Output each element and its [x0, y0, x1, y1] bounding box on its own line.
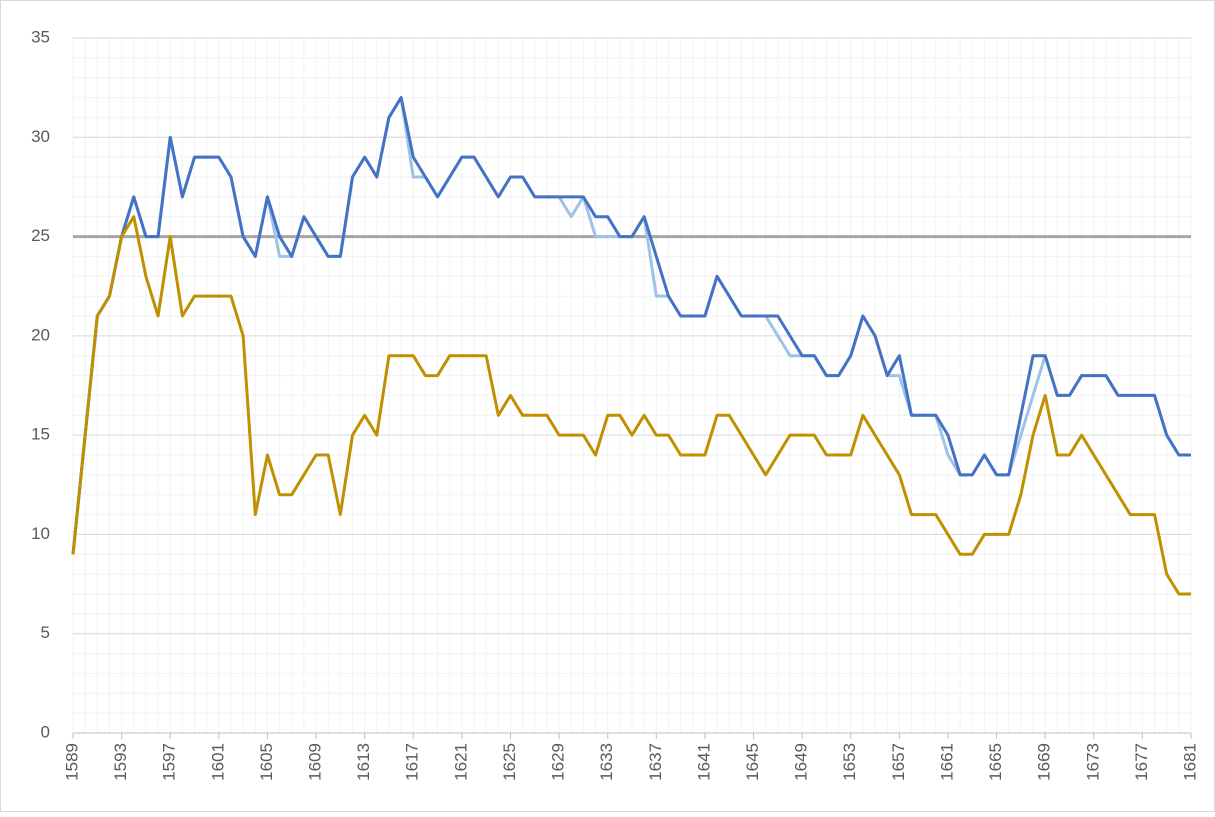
- x-tick-label: 1665: [986, 743, 1005, 781]
- y-tick-label: 25: [31, 226, 50, 245]
- y-tick-label: 30: [31, 127, 50, 146]
- x-tick-label: 1597: [160, 743, 179, 781]
- y-tick-label: 35: [31, 27, 50, 46]
- y-tick-label: 5: [41, 623, 50, 642]
- x-tick-label: 1645: [743, 743, 762, 781]
- grid: [72, 37, 1192, 734]
- x-tick-label: 1609: [306, 743, 325, 781]
- y-tick-label: 15: [31, 425, 50, 444]
- x-tick-label: 1589: [62, 743, 81, 781]
- x-tick-label: 1629: [549, 743, 568, 781]
- x-tick-label: 1633: [597, 743, 616, 781]
- x-tick-label: 1617: [403, 743, 422, 781]
- x-tick-label: 1621: [451, 743, 470, 781]
- x-tick-label: 1625: [500, 743, 519, 781]
- x-tick-label: 1657: [889, 743, 908, 781]
- x-tick-label: 1669: [1035, 743, 1054, 781]
- x-tick-label: 1681: [1180, 743, 1199, 781]
- x-tick-label: 1613: [354, 743, 373, 781]
- y-tick-label: 0: [41, 722, 50, 741]
- x-tick-label: 1637: [646, 743, 665, 781]
- x-tick-label: 1641: [694, 743, 713, 781]
- x-tick-label: 1653: [840, 743, 859, 781]
- x-tick-label: 1677: [1132, 743, 1151, 781]
- x-tick-label: 1673: [1083, 743, 1102, 781]
- series-line: [71, 96, 1191, 555]
- y-tick-label: 20: [31, 325, 50, 344]
- series-line: [71, 215, 1191, 596]
- x-tick-label: 1649: [792, 743, 811, 781]
- x-tick-label: 1661: [937, 743, 956, 781]
- y-tick-label: 10: [31, 524, 50, 543]
- x-tick-label: 1605: [257, 743, 276, 781]
- x-tick-label: 1601: [208, 743, 227, 781]
- x-tick-label: 1593: [111, 743, 130, 781]
